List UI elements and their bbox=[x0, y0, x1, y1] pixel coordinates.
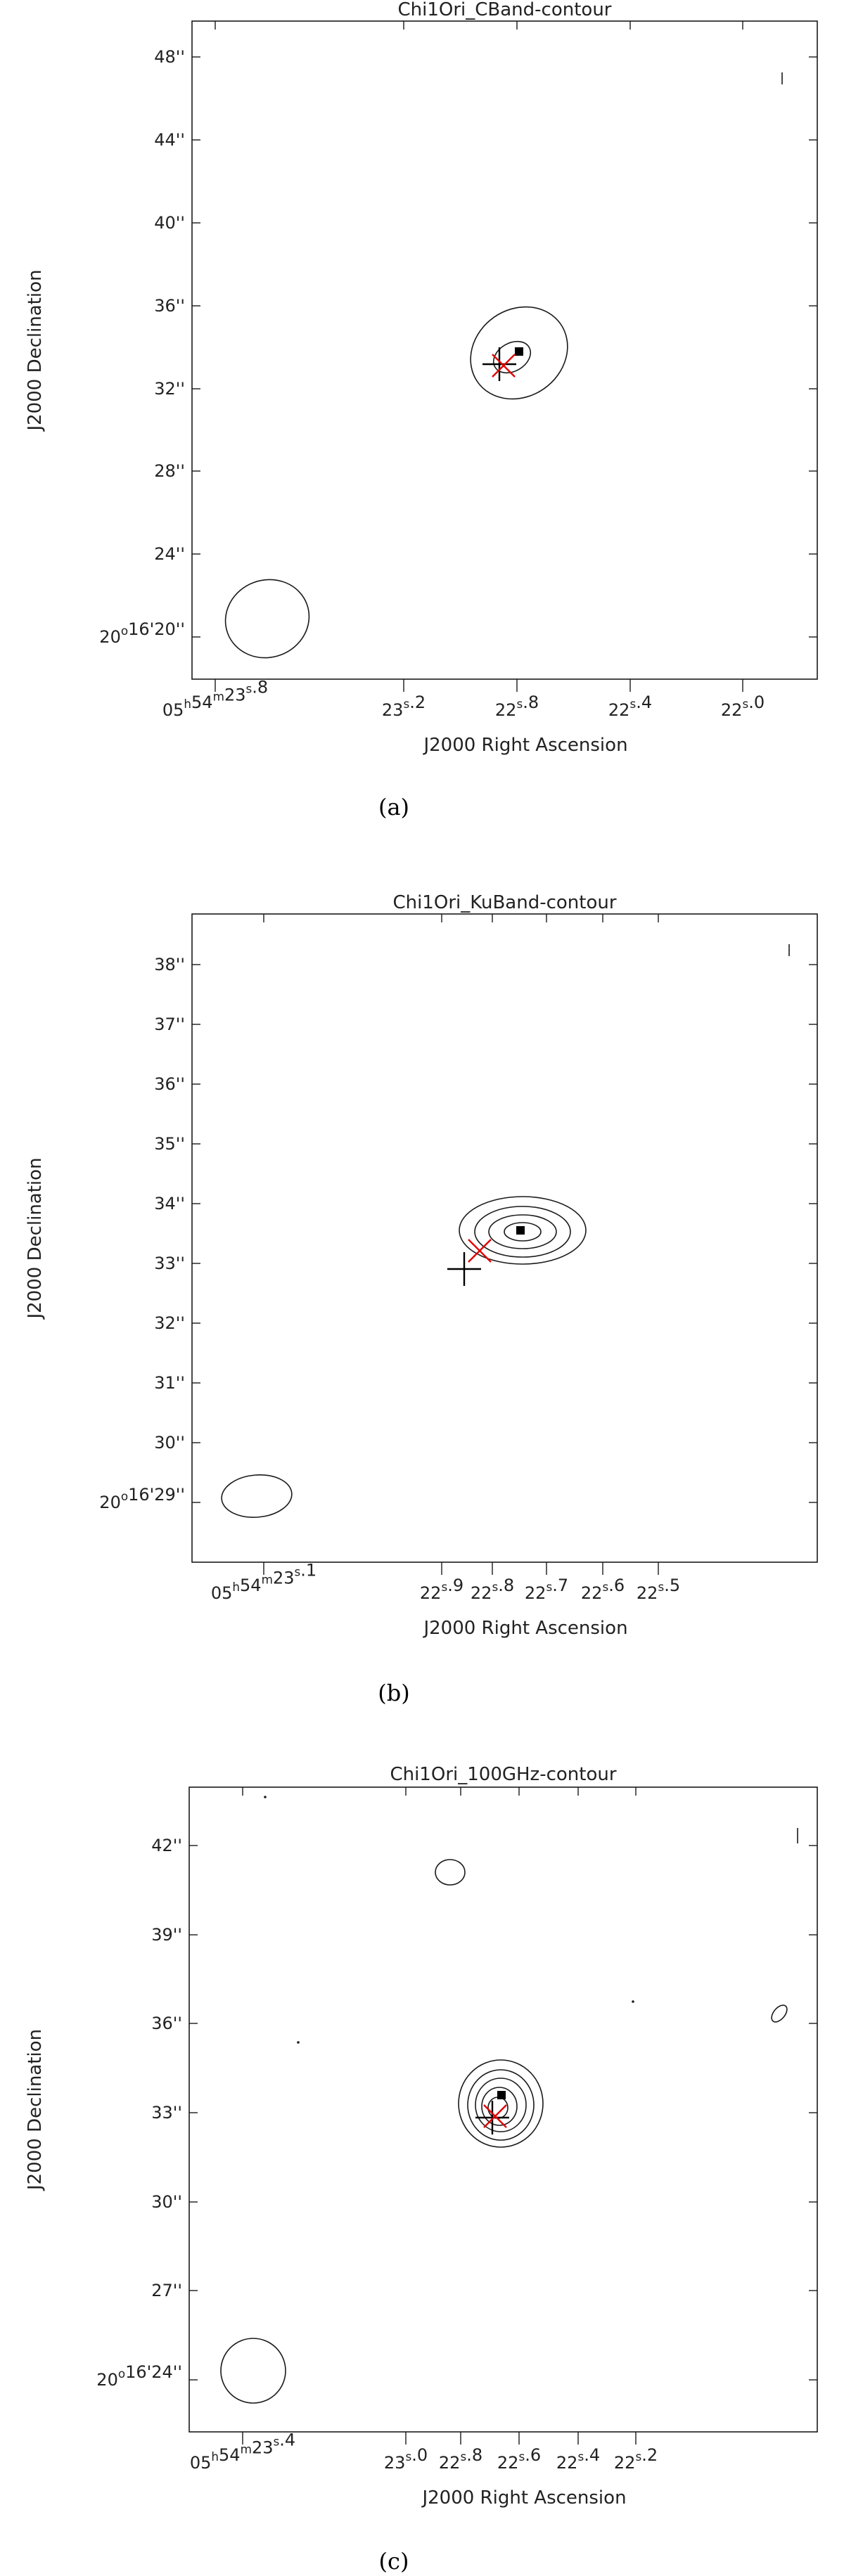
x-tick-label: 22s.8 bbox=[471, 1576, 514, 1603]
y-tick-label: 30'' bbox=[151, 2192, 182, 2212]
panel-caption: (b) bbox=[378, 1680, 409, 1706]
chart-panel-1: Chi1Ori_CBand-contour 20o16'20'' 24'' 28'' 3… bbox=[25, 0, 818, 820]
red-cross-b bbox=[468, 1239, 492, 1263]
panel-caption: (a) bbox=[378, 794, 409, 820]
y-tick-label: 33'' bbox=[154, 1254, 185, 1273]
contour-level bbox=[481, 2087, 518, 2126]
contour-level bbox=[459, 1196, 587, 1265]
y-tick-label: 31'' bbox=[154, 1373, 185, 1393]
contour-level bbox=[487, 2097, 509, 2119]
y-tick-label: 27'' bbox=[151, 2281, 182, 2300]
chart-panel-2: Chi1Ori_KuBand-contour 20o16'29'' 30'' 31''… bbox=[25, 892, 818, 1706]
contour-level bbox=[475, 2078, 527, 2132]
x-tick-label: 22s.2 bbox=[614, 2445, 658, 2473]
y-tick-label: 20o16'20'' bbox=[99, 619, 185, 647]
contour-level bbox=[474, 1206, 571, 1258]
chart-panel-3: Chi1Ori_100GHz-contour 20o16'24'' 27'' 30''… bbox=[25, 1764, 818, 2575]
y-tick-label: 20o16'29'' bbox=[99, 1485, 185, 1512]
x-tick-label: 22s.5 bbox=[637, 1576, 680, 1603]
x-tick-label: 22s.6 bbox=[581, 1576, 625, 1603]
red-cross-b bbox=[483, 2104, 507, 2128]
plot-frame bbox=[191, 913, 818, 1563]
x-tick-label: 22s.9 bbox=[420, 1576, 463, 1603]
noise-speck bbox=[632, 2000, 634, 2003]
beam-ellipse bbox=[224, 579, 310, 659]
y-tick-label: 34'' bbox=[154, 1194, 185, 1213]
chart-title: Chi1Ori_CBand-contour bbox=[397, 0, 611, 20]
y-tick-label: 37'' bbox=[154, 1015, 185, 1034]
x-tick-label: 23s.0 bbox=[384, 2445, 428, 2473]
x-tick-label: 23s.2 bbox=[382, 693, 426, 720]
y-tick-label: 30'' bbox=[154, 1433, 185, 1453]
y-tick-label: 24'' bbox=[154, 544, 185, 564]
y-tick-label: 36'' bbox=[151, 2014, 182, 2033]
x-tick-label: 22s.8 bbox=[495, 693, 539, 720]
y-axis-label: J2000 Declination bbox=[25, 269, 46, 432]
x-tick-label: 22s.7 bbox=[525, 1576, 568, 1603]
y-tick-label: 38'' bbox=[154, 955, 185, 974]
noise-speck bbox=[297, 2041, 300, 2044]
y-tick-label: 36'' bbox=[154, 296, 185, 316]
y-tick-label: 28'' bbox=[154, 461, 185, 481]
y-tick-label: 44'' bbox=[154, 130, 185, 150]
contour-level bbox=[492, 340, 532, 374]
y-tick-label: 36'' bbox=[154, 1074, 185, 1094]
y-tick-label: 32'' bbox=[154, 379, 185, 399]
noise-contour bbox=[435, 1859, 466, 1886]
noise-speck bbox=[264, 1796, 267, 1798]
plot-frame bbox=[188, 1786, 818, 2433]
x-axis-label: J2000 Right Ascension bbox=[422, 1618, 627, 1639]
x-tick-label: 05h54m23s.1 bbox=[211, 1561, 316, 1603]
y-tick-label: 39'' bbox=[151, 1925, 182, 1945]
chart-title: Chi1Ori_100GHz-contour bbox=[390, 1764, 616, 1785]
contour-level bbox=[470, 306, 568, 400]
contour-level bbox=[488, 1214, 557, 1249]
y-tick-label: 35'' bbox=[154, 1134, 185, 1154]
beam-ellipse bbox=[220, 2338, 286, 2404]
panel-caption: (c) bbox=[379, 2548, 409, 2575]
y-axis-label: J2000 Declination bbox=[25, 2029, 46, 2191]
peak-marker bbox=[516, 1226, 525, 1235]
y-tick-label: 42'' bbox=[151, 1836, 182, 1855]
x-axis-label: J2000 Right Ascension bbox=[422, 735, 627, 756]
peak-marker bbox=[497, 2091, 506, 2099]
x-tick-label: 22s.0 bbox=[721, 693, 765, 720]
chart-title: Chi1Ori_KuBand-contour bbox=[392, 892, 616, 913]
x-tick-label: 22s.4 bbox=[608, 693, 652, 720]
x-tick-label: 05h54m23s.4 bbox=[190, 2430, 295, 2473]
contour-level bbox=[467, 2069, 535, 2141]
red-cross-b bbox=[492, 354, 516, 378]
contour-level bbox=[504, 1222, 542, 1242]
y-tick-label: 48'' bbox=[154, 47, 185, 67]
x-axis-label: J2000 Right Ascension bbox=[421, 2487, 626, 2509]
y-tick-label: 40'' bbox=[154, 213, 185, 233]
x-tick-label: 22s.4 bbox=[556, 2445, 600, 2473]
beam-ellipse bbox=[221, 1474, 293, 1519]
y-tick-label: 33'' bbox=[151, 2103, 182, 2123]
y-axis-label: J2000 Declination bbox=[25, 1157, 46, 1320]
plot-frame bbox=[191, 20, 818, 680]
noise-contour bbox=[771, 2004, 788, 2023]
y-tick-label: 32'' bbox=[154, 1313, 185, 1333]
peak-marker bbox=[515, 347, 523, 356]
x-tick-label: 22s.6 bbox=[497, 2445, 541, 2473]
x-tick-label: 22s.8 bbox=[439, 2445, 482, 2473]
y-tick-label: 20o16'24'' bbox=[96, 2362, 182, 2390]
contour-level bbox=[458, 2059, 544, 2148]
x-tick-label: 05h54m23s.8 bbox=[162, 678, 268, 720]
